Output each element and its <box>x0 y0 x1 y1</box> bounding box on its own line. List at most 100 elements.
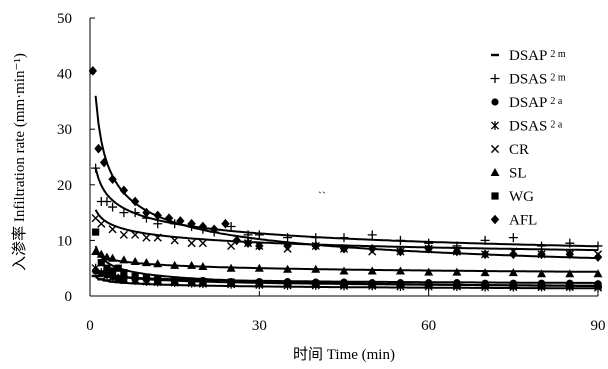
legend-item: DSAP 2 m <box>491 48 566 64</box>
data-point <box>283 264 293 273</box>
data-points <box>88 66 603 293</box>
legend-marker <box>490 168 500 176</box>
data-point <box>102 252 112 261</box>
legend-label: AFL <box>509 213 537 229</box>
y-tick-label: 50 <box>57 11 72 27</box>
data-point <box>99 157 109 168</box>
data-point <box>142 207 151 218</box>
y-tick-label: 0 <box>65 289 73 305</box>
data-point <box>187 239 196 248</box>
data-point <box>424 267 434 276</box>
data-point <box>339 243 349 254</box>
data-point <box>153 219 163 229</box>
data-point <box>227 278 235 286</box>
data-point <box>97 219 106 228</box>
data-point <box>198 262 208 271</box>
data-point <box>108 174 117 185</box>
legend-item: DSAS 2 m <box>490 72 566 88</box>
legend-label: DSAS 2 m <box>509 72 566 88</box>
data-point <box>188 277 196 286</box>
data-point <box>108 267 117 275</box>
legend-marker <box>490 214 500 225</box>
data-point <box>226 222 236 231</box>
y-tick-label: 30 <box>57 122 72 138</box>
data-point <box>171 276 179 285</box>
data-point <box>283 241 292 251</box>
data-point <box>154 275 162 283</box>
data-point <box>119 255 129 264</box>
data-point <box>164 213 174 223</box>
data-point <box>254 263 264 272</box>
data-point <box>108 253 118 262</box>
data-point <box>170 260 180 269</box>
data-point <box>255 241 264 251</box>
data-point <box>103 264 111 272</box>
data-point <box>198 221 208 232</box>
legend-item: WG <box>491 189 534 205</box>
data-point <box>481 281 489 290</box>
data-point <box>108 202 118 212</box>
data-point <box>153 259 163 268</box>
data-point <box>131 230 140 239</box>
data-point <box>480 235 490 245</box>
data-point <box>424 243 433 254</box>
data-point <box>119 274 128 284</box>
data-point <box>593 241 603 251</box>
legend-label: DSAP 2 m <box>509 48 566 64</box>
data-point <box>537 282 546 290</box>
legend-label: DSAP 2 a <box>509 95 563 111</box>
data-point <box>425 281 433 289</box>
data-point <box>97 259 105 267</box>
data-point <box>94 143 103 154</box>
data-point <box>509 282 517 290</box>
legend-marker <box>491 98 499 106</box>
data-point <box>395 235 405 245</box>
data-point <box>367 230 377 240</box>
data-point <box>283 233 293 243</box>
data-point <box>312 280 320 288</box>
data-point <box>221 218 230 229</box>
legend-label: DSAS 2 a <box>509 119 563 135</box>
data-point <box>119 208 129 218</box>
y-tick-label: 10 <box>57 233 72 249</box>
legend-item: AFL <box>490 213 537 229</box>
data-point <box>396 281 405 289</box>
data-point <box>96 249 106 258</box>
data-point <box>452 267 462 276</box>
data-point <box>153 210 162 221</box>
data-point <box>102 196 112 206</box>
data-point <box>114 264 122 272</box>
data-point <box>480 268 490 277</box>
data-point <box>452 246 462 257</box>
data-point <box>170 236 179 245</box>
data-point <box>508 233 518 243</box>
data-point <box>508 268 518 277</box>
data-point <box>396 246 405 257</box>
data-point <box>232 235 241 246</box>
data-point <box>187 260 197 269</box>
data-point <box>187 218 196 229</box>
data-point <box>120 269 128 277</box>
data-point <box>130 208 140 218</box>
y-axis-label: 入渗率 Infiltration rate (mm·min⁻¹) <box>11 53 28 271</box>
data-point <box>480 249 490 260</box>
legend-label: CR <box>509 142 529 158</box>
data-point <box>339 266 349 275</box>
data-point <box>141 258 151 267</box>
data-point <box>91 163 101 173</box>
data-point <box>565 249 574 260</box>
x-tick-label: 90 <box>591 318 606 334</box>
data-point <box>91 247 101 256</box>
data-point <box>368 281 376 289</box>
data-point <box>311 233 321 243</box>
data-point <box>537 269 547 278</box>
legend-marker <box>490 74 500 83</box>
legend: DSAP 2 m DSAS 2 m DSAP 2 a DSAS 2 a CR SL WG AFL <box>490 48 566 229</box>
data-point <box>153 233 162 242</box>
data-point <box>367 266 377 275</box>
data-point <box>255 279 263 287</box>
data-point <box>226 263 236 272</box>
x-tick-label: 60 <box>421 318 436 334</box>
data-point <box>395 266 405 275</box>
